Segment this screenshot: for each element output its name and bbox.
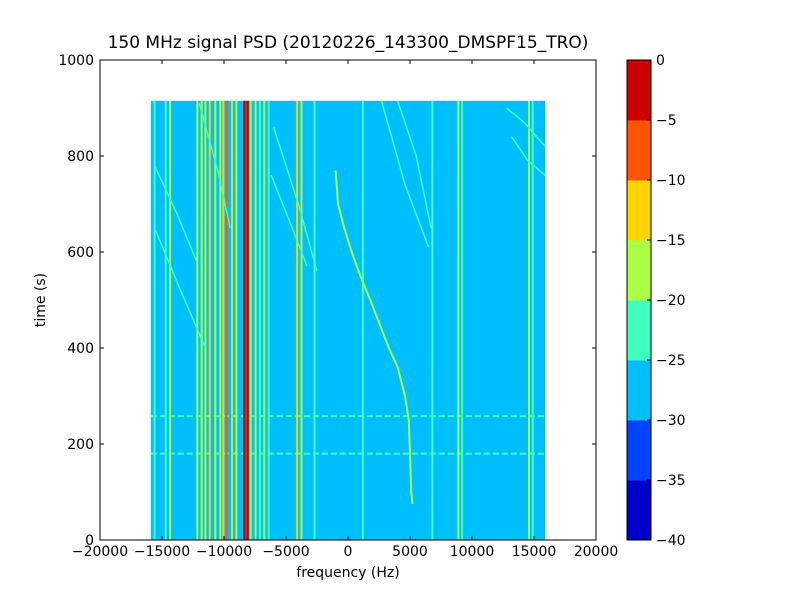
diagonal-trace xyxy=(506,107,546,147)
colorbar-segment xyxy=(627,360,651,421)
x-axis-label: frequency (Hz) xyxy=(296,565,399,581)
colorbar-segment xyxy=(627,60,651,121)
x-tick-label: −10000 xyxy=(196,544,252,560)
colorbar-segment xyxy=(627,480,651,541)
y-tick-label: 800 xyxy=(67,149,94,165)
colorbar-segment xyxy=(627,240,651,301)
y-tick-label: 0 xyxy=(85,533,94,549)
y-tick-label: 600 xyxy=(67,245,94,261)
x-tick-label: −5000 xyxy=(262,544,309,560)
x-tick-label: 20000 xyxy=(574,544,619,560)
colorbar-tick-label: −35 xyxy=(656,473,686,489)
x-axis: −20000 −15000 −10000 −5000 0 5000 10000 15000 20… xyxy=(72,60,618,560)
diagonal-trace xyxy=(153,227,207,349)
colorbar-segment xyxy=(627,120,651,181)
x-tick-label: 15000 xyxy=(512,544,557,560)
y-axis: 0 200 400 600 800 1000 xyxy=(58,53,596,549)
x-tick-label: −15000 xyxy=(134,544,190,560)
diagonal-trace xyxy=(198,102,231,229)
x-tick-label: 10000 xyxy=(450,544,495,560)
x-tick-label: 0 xyxy=(344,544,353,560)
colorbar-tick-label: 0 xyxy=(656,53,665,69)
y-tick-label: 200 xyxy=(67,437,94,453)
diagonal-trace xyxy=(272,126,318,272)
y-tick-label: 1000 xyxy=(58,53,94,69)
colorbar-segment xyxy=(627,180,651,241)
x-tick-label: 5000 xyxy=(392,544,428,560)
colorbar-tick-label: −30 xyxy=(656,413,686,429)
colorbar-tick-label: −25 xyxy=(656,353,686,369)
colorbar-tick-label: −40 xyxy=(656,533,686,549)
x-tick-label: −20000 xyxy=(72,544,128,560)
colorbar-tick-label: −20 xyxy=(656,293,686,309)
heatmap xyxy=(150,100,546,541)
diagonal-trace xyxy=(396,100,432,229)
diagonal-trace xyxy=(270,174,308,267)
colorbar-tick-label: −10 xyxy=(656,173,686,189)
diagonal-trace xyxy=(511,136,546,176)
diagonal-trace xyxy=(380,100,430,248)
colorbar-segment xyxy=(627,420,651,481)
colorbar: −40 −35 −30 −25 −20 −15 −10 −5 0 xyxy=(626,53,686,549)
y-axis-label: time (s) xyxy=(33,273,49,327)
diagonal-trace xyxy=(153,165,198,262)
plot-area xyxy=(99,59,597,541)
colorbar-tick-label: −15 xyxy=(656,233,686,249)
colorbar-segment xyxy=(627,300,651,361)
chart-title: 150 MHz signal PSD (20120226_143300_DMSP… xyxy=(108,33,589,53)
sweep-trace xyxy=(334,170,414,505)
heatmap-background xyxy=(150,100,546,541)
y-tick-label: 400 xyxy=(67,341,94,357)
colorbar-tick-label: −5 xyxy=(656,113,677,129)
